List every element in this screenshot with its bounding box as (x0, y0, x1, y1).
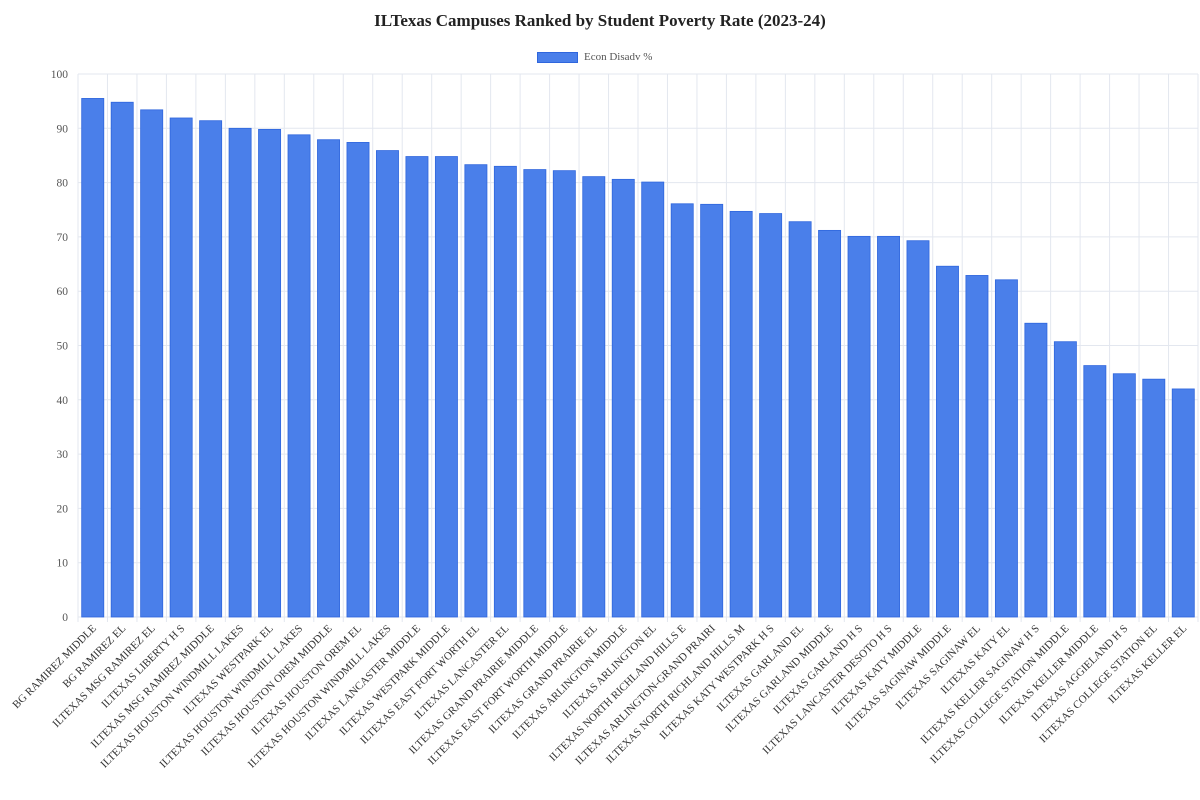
bar (906, 240, 930, 618)
bar (493, 165, 517, 618)
bar (199, 120, 223, 618)
bar (287, 134, 311, 618)
bar (1112, 373, 1136, 618)
bar (700, 203, 724, 618)
bar (759, 213, 783, 618)
bar (582, 176, 606, 618)
bar (611, 178, 635, 618)
bar (434, 156, 458, 618)
bar (965, 275, 989, 618)
bar (1171, 388, 1195, 618)
bar (818, 229, 842, 618)
bar (169, 117, 193, 618)
bar (1142, 378, 1166, 618)
y-tick-label: 10 (57, 558, 69, 570)
bar (552, 170, 576, 618)
bar (81, 98, 105, 618)
y-tick-label: 0 (62, 612, 68, 624)
y-tick-label: 80 (57, 178, 69, 190)
bar (317, 139, 340, 618)
bar (641, 181, 665, 618)
bar (1024, 322, 1048, 618)
bar (936, 265, 959, 618)
bar (464, 164, 488, 618)
x-tick-label: ILTEXAS GARLAND MIDDLE (723, 622, 836, 735)
bar (877, 235, 900, 618)
bar (670, 203, 694, 618)
bar (140, 109, 164, 618)
bar (405, 156, 429, 618)
y-tick-label: 30 (57, 449, 69, 461)
bar (258, 128, 282, 618)
bar (110, 101, 134, 618)
bar (788, 221, 812, 618)
bar (1053, 341, 1077, 618)
bar (729, 210, 753, 618)
bar (523, 169, 547, 618)
y-tick-label: 70 (57, 232, 69, 244)
y-tick-label: 50 (57, 341, 69, 353)
bar (1083, 365, 1107, 618)
bar (376, 150, 399, 618)
legend-swatch (537, 51, 578, 63)
bar (346, 142, 370, 618)
legend[interactable]: Econ Disadv % (537, 51, 652, 63)
y-tick-label: 60 (57, 286, 69, 298)
chart-title: ILTexas Campuses Ranked by Student Pover… (374, 11, 826, 30)
bar (228, 127, 252, 618)
bar (847, 235, 871, 618)
y-tick-label: 90 (57, 123, 69, 135)
bar (994, 279, 1018, 618)
legend-label: Econ Disadv % (584, 51, 653, 63)
y-tick-label: 20 (57, 503, 69, 515)
y-tick-label: 100 (51, 69, 69, 81)
y-tick-label: 40 (57, 395, 69, 407)
